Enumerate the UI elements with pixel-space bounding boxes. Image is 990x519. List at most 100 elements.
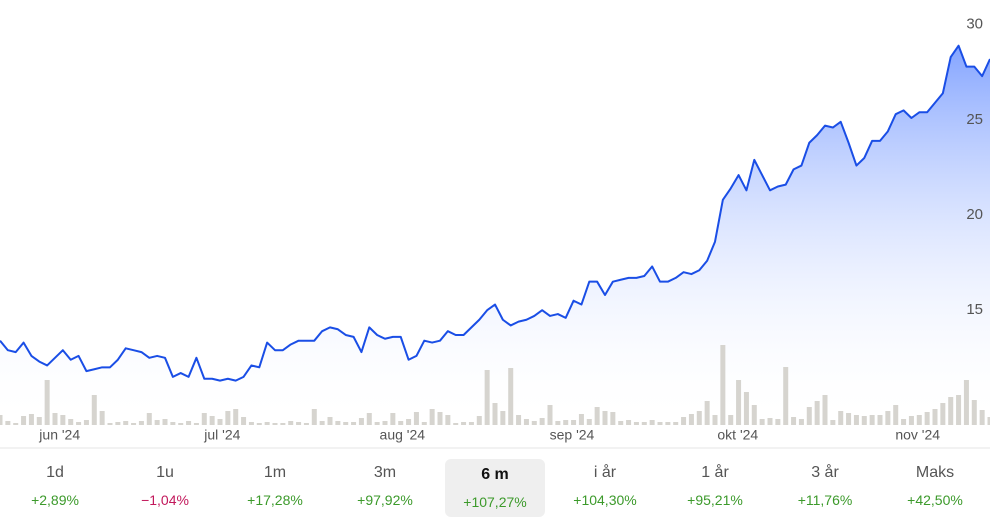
period-label: 1d: [46, 463, 64, 481]
period-button[interactable]: 3m +97,92%: [330, 452, 440, 519]
volume-bar: [932, 409, 938, 425]
volume-bar: [5, 421, 11, 425]
period-change: +107,27%: [463, 494, 527, 510]
volume-bar: [610, 412, 616, 425]
volume-bar: [178, 423, 184, 425]
volume-bar: [523, 419, 529, 425]
volume-bar: [791, 417, 797, 425]
volume-bar: [319, 421, 325, 425]
y-tick-label: 15: [966, 301, 983, 318]
volume-bar: [531, 421, 537, 425]
period-button[interactable]: Maks +42,50%: [880, 452, 990, 519]
period-change: +17,28%: [247, 491, 303, 508]
volume-bar: [461, 422, 467, 425]
period-button[interactable]: 1d +2,89%: [0, 452, 110, 519]
volume-bar: [351, 422, 357, 425]
period-button[interactable]: 1u −1,04%: [110, 452, 220, 519]
volume-bar: [798, 419, 804, 425]
volume-bar: [759, 419, 765, 425]
volume-bar: [217, 419, 223, 425]
volume-bar: [421, 422, 427, 425]
volume-bar: [893, 405, 899, 425]
volume-bar: [146, 413, 152, 425]
y-tick-label: 30: [966, 16, 983, 33]
volume-bar: [36, 417, 42, 425]
volume-bar: [468, 422, 474, 425]
x-tick-label: okt '24: [717, 427, 758, 443]
period-change: +104,30%: [573, 491, 637, 508]
volume-bar: [209, 416, 215, 425]
volume-bar: [673, 422, 679, 425]
volume-bar: [76, 422, 82, 425]
period-label: 1 år: [701, 463, 729, 481]
volume-bar: [162, 419, 168, 425]
period-button[interactable]: 3 år +11,76%: [770, 452, 880, 519]
volume-bar: [374, 422, 380, 425]
period-button[interactable]: i år +104,30%: [550, 452, 660, 519]
volume-bar: [571, 420, 577, 425]
volume-bar: [712, 415, 718, 425]
volume-bar: [814, 401, 820, 425]
volume-bar: [60, 415, 66, 425]
volume-bar: [877, 415, 883, 425]
volume-bar: [335, 421, 341, 425]
volume-bar: [767, 418, 773, 425]
volume-bar: [107, 423, 113, 425]
volume-bar: [358, 418, 364, 425]
volume-bar: [413, 412, 419, 425]
volume-bar: [91, 395, 97, 425]
volume-bar: [971, 400, 977, 425]
volume-bar: [555, 421, 561, 425]
volume-bar: [131, 423, 137, 425]
volume-bar: [123, 421, 129, 425]
volume-bar: [201, 413, 207, 425]
period-button[interactable]: 1 år +95,21%: [660, 452, 770, 519]
volume-bar: [956, 395, 962, 425]
volume-bar: [382, 421, 388, 425]
volume-bar: [602, 411, 608, 425]
volume-bar: [21, 416, 27, 425]
period-button[interactable]: 6 m +107,27%: [445, 459, 545, 517]
volume-bar: [822, 395, 828, 425]
volume-bar: [366, 413, 372, 425]
volume-bar: [704, 401, 710, 425]
period-button[interactable]: 1m +17,28%: [220, 452, 330, 519]
period-change: +97,92%: [357, 491, 413, 508]
volume-bar: [853, 415, 859, 425]
volume-bar: [225, 411, 231, 425]
volume-bar: [979, 410, 985, 425]
volume-bar: [484, 370, 490, 425]
volume-bar: [681, 417, 687, 425]
volume-bar: [665, 422, 671, 425]
y-tick-label: 25: [966, 111, 983, 128]
volume-bar: [52, 413, 58, 425]
volume-bar: [885, 411, 891, 425]
volume-bar: [288, 421, 294, 425]
volume-bar: [296, 422, 302, 425]
volume-bar: [170, 422, 176, 425]
volume-bar: [736, 380, 742, 425]
volume-bar: [406, 419, 412, 425]
period-change: +11,76%: [797, 491, 853, 508]
volume-bar: [13, 423, 19, 425]
period-change: −1,04%: [141, 491, 189, 508]
volume-bar: [720, 345, 726, 425]
volume-bar: [303, 423, 309, 425]
period-label: Maks: [915, 463, 955, 481]
price-line: [0, 44, 990, 382]
volume-bar: [578, 414, 584, 425]
x-tick-label: nov '24: [895, 427, 940, 443]
period-label: i år: [593, 463, 617, 481]
volume-bar: [99, 411, 105, 425]
period-label: 1u: [156, 463, 174, 481]
volume-bar: [728, 415, 734, 425]
x-tick-label: sep '24: [550, 427, 595, 443]
volume-bar: [233, 409, 239, 425]
volume-bar: [563, 420, 569, 425]
volume-bar: [963, 380, 969, 425]
period-change: +95,21%: [687, 491, 743, 508]
volume-bar: [908, 416, 914, 425]
volume-bar: [256, 423, 262, 425]
y-tick-label: 20: [966, 206, 983, 223]
